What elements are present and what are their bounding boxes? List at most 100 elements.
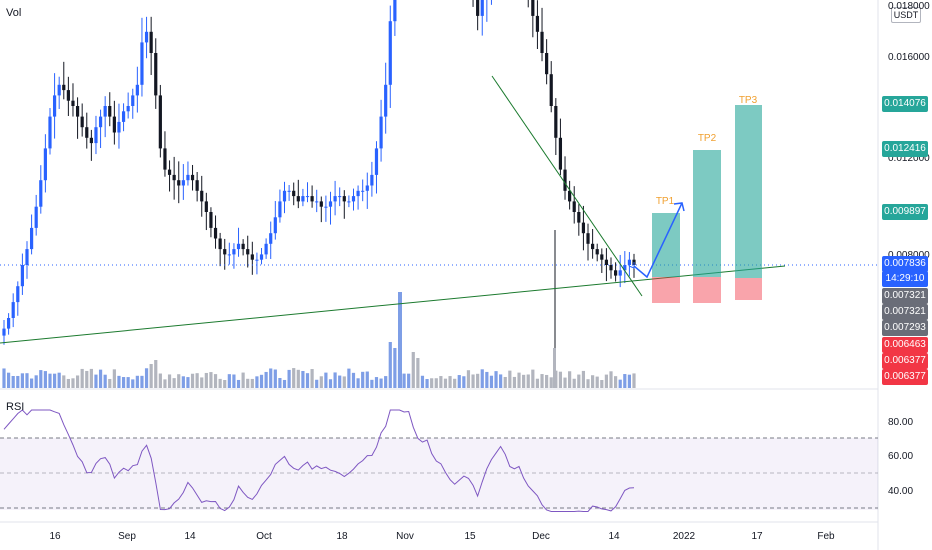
volume-bar: [356, 378, 360, 388]
volume-bar: [278, 377, 282, 388]
candle-body: [282, 190, 287, 202]
volume-bar: [333, 372, 337, 388]
volume-bar: [246, 378, 250, 388]
candle-body: [39, 180, 43, 207]
volume-bar: [439, 376, 443, 388]
candle-body: [328, 201, 333, 207]
candle-body: [563, 169, 567, 191]
candle-body: [374, 148, 379, 175]
candle-body: [131, 95, 135, 106]
volume-bar: [292, 368, 296, 388]
volume-bar: [273, 369, 277, 388]
volume-bar: [6, 372, 11, 388]
projection-arrow: [633, 202, 683, 279]
volume-bar: [108, 378, 112, 388]
x-tick-15: 15: [464, 531, 476, 542]
volume-bar: [287, 369, 291, 388]
volume-bar: [595, 376, 599, 388]
candle-body: [75, 106, 80, 117]
volume-bar: [48, 373, 52, 388]
candle-body: [568, 190, 572, 202]
volume-bar: [365, 371, 369, 388]
volume-bar: [572, 378, 576, 388]
volume-bar: [342, 376, 346, 388]
volume-bar: [232, 374, 236, 388]
candle-body: [305, 196, 310, 198]
volume-bar: [430, 378, 434, 388]
price-label-stop-3: 0.006377: [882, 369, 928, 385]
candle-body: [627, 259, 632, 265]
volume-bar: [627, 374, 632, 388]
candle-body: [108, 106, 112, 117]
volume-bar: [200, 377, 204, 388]
volume-bar: [402, 373, 406, 388]
volume-bar: [103, 374, 107, 388]
volume-bar: [604, 374, 609, 388]
volume-bar: [181, 376, 185, 388]
candle-body: [167, 169, 172, 175]
volume-bar: [471, 374, 475, 388]
candle-body: [623, 265, 627, 271]
target-profit-zone: [693, 150, 721, 277]
volume-bar: [609, 371, 613, 388]
price-label-last: 0.007836: [882, 256, 928, 272]
volume-bar: [545, 374, 549, 388]
volume-bar: [255, 376, 259, 388]
tp1-label: TP1: [655, 196, 675, 207]
volume-bar: [448, 376, 452, 388]
volume-bar: [241, 372, 245, 388]
candle-body: [292, 190, 296, 197]
candle-body: [236, 243, 241, 250]
candle-body: [351, 196, 356, 202]
x-tick-17: 17: [751, 531, 763, 542]
volume-bar: [34, 375, 38, 388]
volume-bar: [264, 371, 268, 388]
candle-body: [595, 249, 599, 255]
candle-body: [577, 212, 581, 223]
candle-body: [356, 190, 360, 197]
volume-bar: [204, 372, 208, 388]
candle-body: [209, 212, 213, 228]
volume-bar: [466, 370, 471, 388]
volume-bar: [140, 375, 144, 388]
candle-body: [158, 95, 162, 149]
candle-body: [269, 233, 273, 244]
candle-body: [25, 249, 29, 265]
volume-bar: [489, 375, 494, 388]
stop-loss-zone: [652, 277, 680, 303]
volume-bar: [75, 375, 80, 388]
volume-bar: [227, 374, 231, 388]
candle-body: [365, 185, 369, 191]
projection-start: [628, 262, 635, 269]
volume-bar: [126, 377, 130, 388]
candle-body: [117, 121, 121, 133]
volume-bar: [384, 376, 388, 388]
candle-body: [342, 196, 346, 202]
candle-body: [163, 148, 167, 170]
stop-loss-zone: [735, 278, 762, 300]
candle-body: [549, 74, 553, 106]
volume-bar: [577, 374, 581, 388]
volume-bar: [374, 377, 379, 388]
volume-bar: [462, 376, 466, 388]
candle-body: [476, 0, 480, 16]
rsi-level-60: 60.00: [888, 451, 914, 462]
candle-body: [347, 201, 351, 203]
volume-bar: [131, 379, 135, 388]
price-label-tp1: 0.009897: [882, 204, 928, 220]
volume-bar: [338, 375, 342, 388]
volume-bar: [540, 374, 544, 388]
volume-bar: [43, 371, 47, 388]
currency-badge[interactable]: USDT: [891, 7, 921, 23]
candle-body: [361, 190, 365, 192]
volume-bar: [453, 378, 457, 388]
rsi-level-80: 80.00: [888, 417, 914, 428]
volume-bar: [301, 370, 305, 388]
support-trendline: [0, 265, 786, 344]
candle-body: [34, 206, 38, 228]
volume-bar: [296, 369, 300, 388]
candle-body: [232, 249, 236, 255]
candle-body: [144, 31, 149, 43]
price-label-stop-1: 0.006463: [882, 337, 928, 353]
